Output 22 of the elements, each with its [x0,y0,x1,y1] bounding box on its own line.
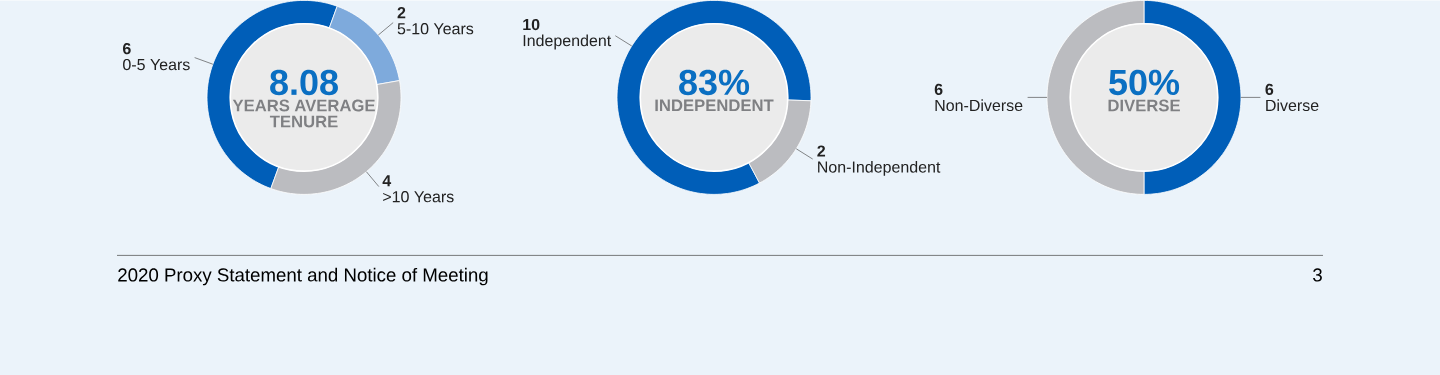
slice-label: 5-10 Years [397,22,474,35]
slice-label: Diverse [1266,99,1319,111]
slice-label: >10 Years [383,190,454,203]
text: DIVERSE [1108,99,1180,112]
slice-label: Independent [523,34,612,50]
text: YEARS AVERAGE TENURE [232,99,375,128]
text: 50% [1109,69,1180,96]
data-label: 2 [817,145,826,157]
slice-label: Non-Independent [818,160,941,176]
text: 8.08 [270,69,338,96]
text: 2020 Proxy Statement and Notice of Meeting [118,267,488,286]
data-label: 6 [1265,83,1274,95]
data-label: 6 [934,83,943,95]
data-label: 10 [523,18,540,31]
data-label: 2 [397,6,406,19]
text: 3 [1313,268,1322,282]
data-label: 6 [122,42,131,55]
text: 83% [679,69,750,95]
text: INDEPENDENT [655,99,774,111]
slice-label: 0-5 Years [123,58,190,71]
slice-label: Non-Diverse [935,99,1023,111]
data-label: 4 [382,175,392,187]
